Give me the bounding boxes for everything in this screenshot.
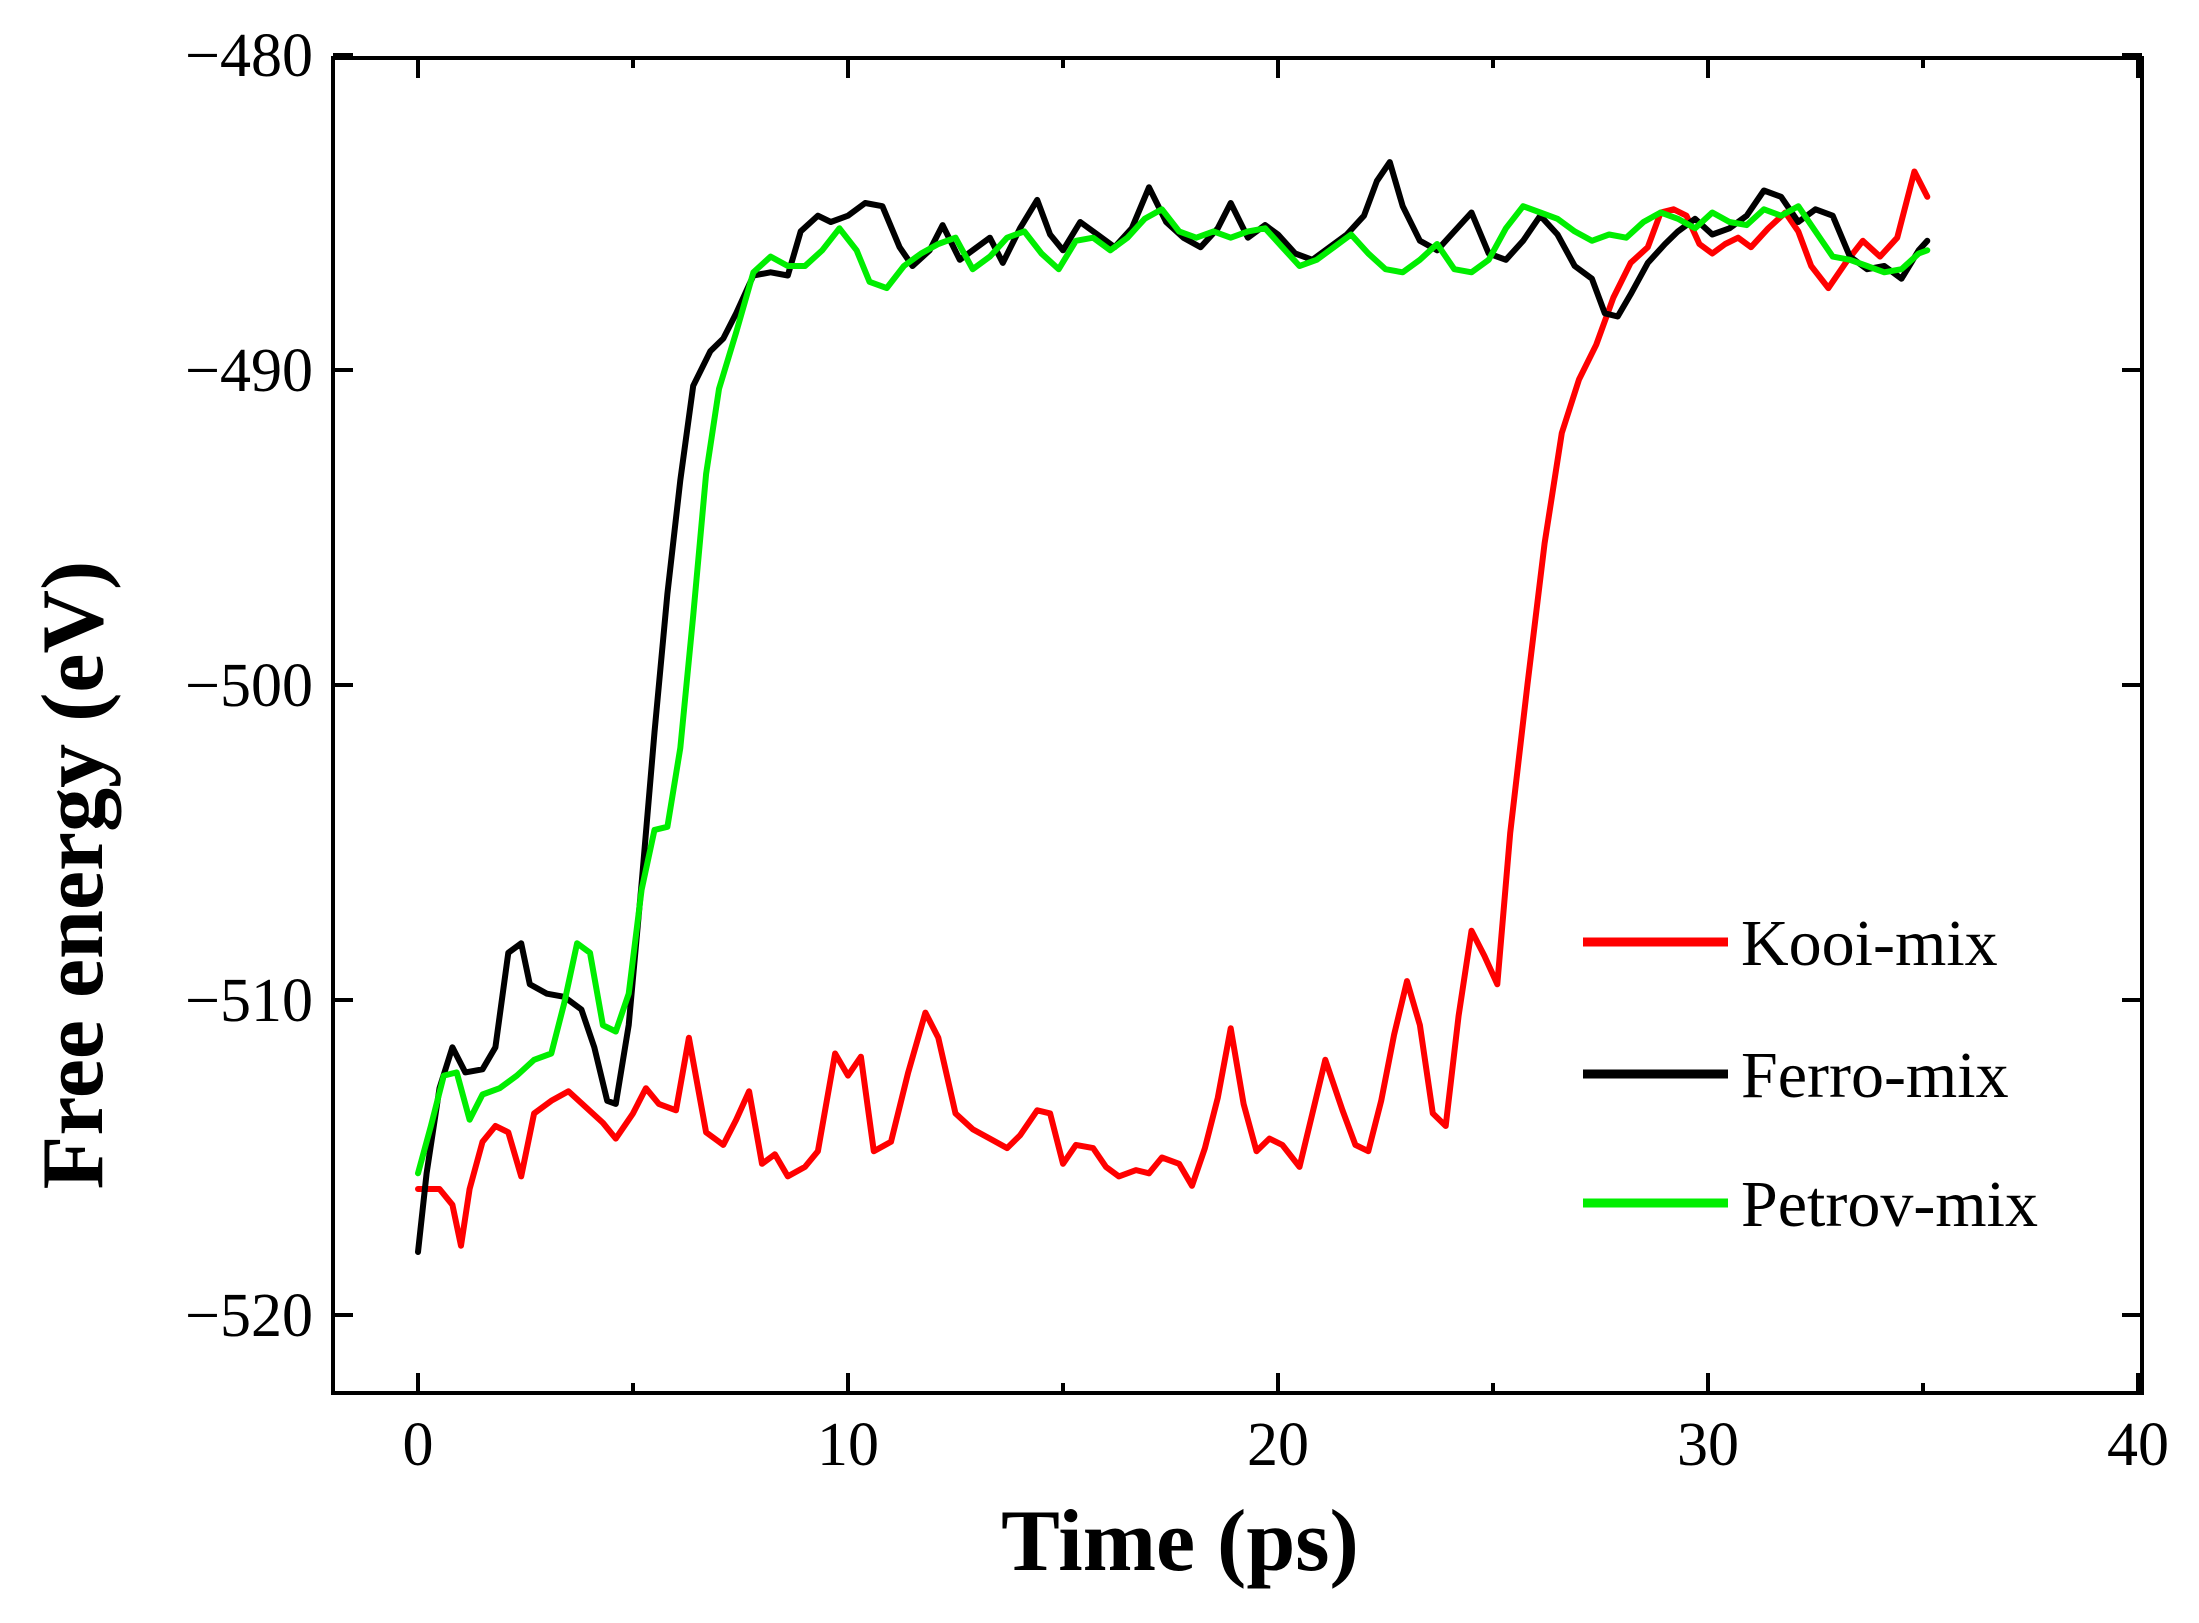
x-tick-label: 40	[2107, 1411, 2169, 1479]
legend-label-kooi-mix: Kooi-mix	[1741, 907, 1998, 980]
x-tick-label: 10	[817, 1411, 879, 1479]
y-tick-label: −500	[185, 652, 313, 720]
y-tick-label: −510	[185, 967, 313, 1035]
series-line-kooi-mix	[415, 168, 1931, 1249]
y-tick-label: −520	[185, 1282, 313, 1350]
legend-label-petrov-mix: Petrov-mix	[1741, 1168, 2038, 1241]
x-tick-label: 20	[1247, 1411, 1309, 1479]
plot-frame	[331, 56, 2144, 1395]
axes-layer: 0 10 20 30 40 −520 −510 −500 −490 −480	[185, 22, 2169, 1479]
series-line-petrov-mix	[415, 203, 1931, 1177]
y-tick-label: −490	[185, 337, 313, 405]
x-axis-title: Time (ps)	[1001, 1493, 1359, 1590]
x-tick-label: 0	[403, 1411, 434, 1479]
y-tick-label: −480	[185, 22, 313, 90]
legend: Kooi-mix Ferro-mix Petrov-mix	[1583, 907, 2038, 1241]
y-axis-title: Free energy (eV)	[25, 561, 122, 1190]
series-layer	[415, 159, 1931, 1255]
legend-label-ferro-mix: Ferro-mix	[1741, 1039, 2009, 1112]
x-tick-label: 30	[1677, 1411, 1739, 1479]
